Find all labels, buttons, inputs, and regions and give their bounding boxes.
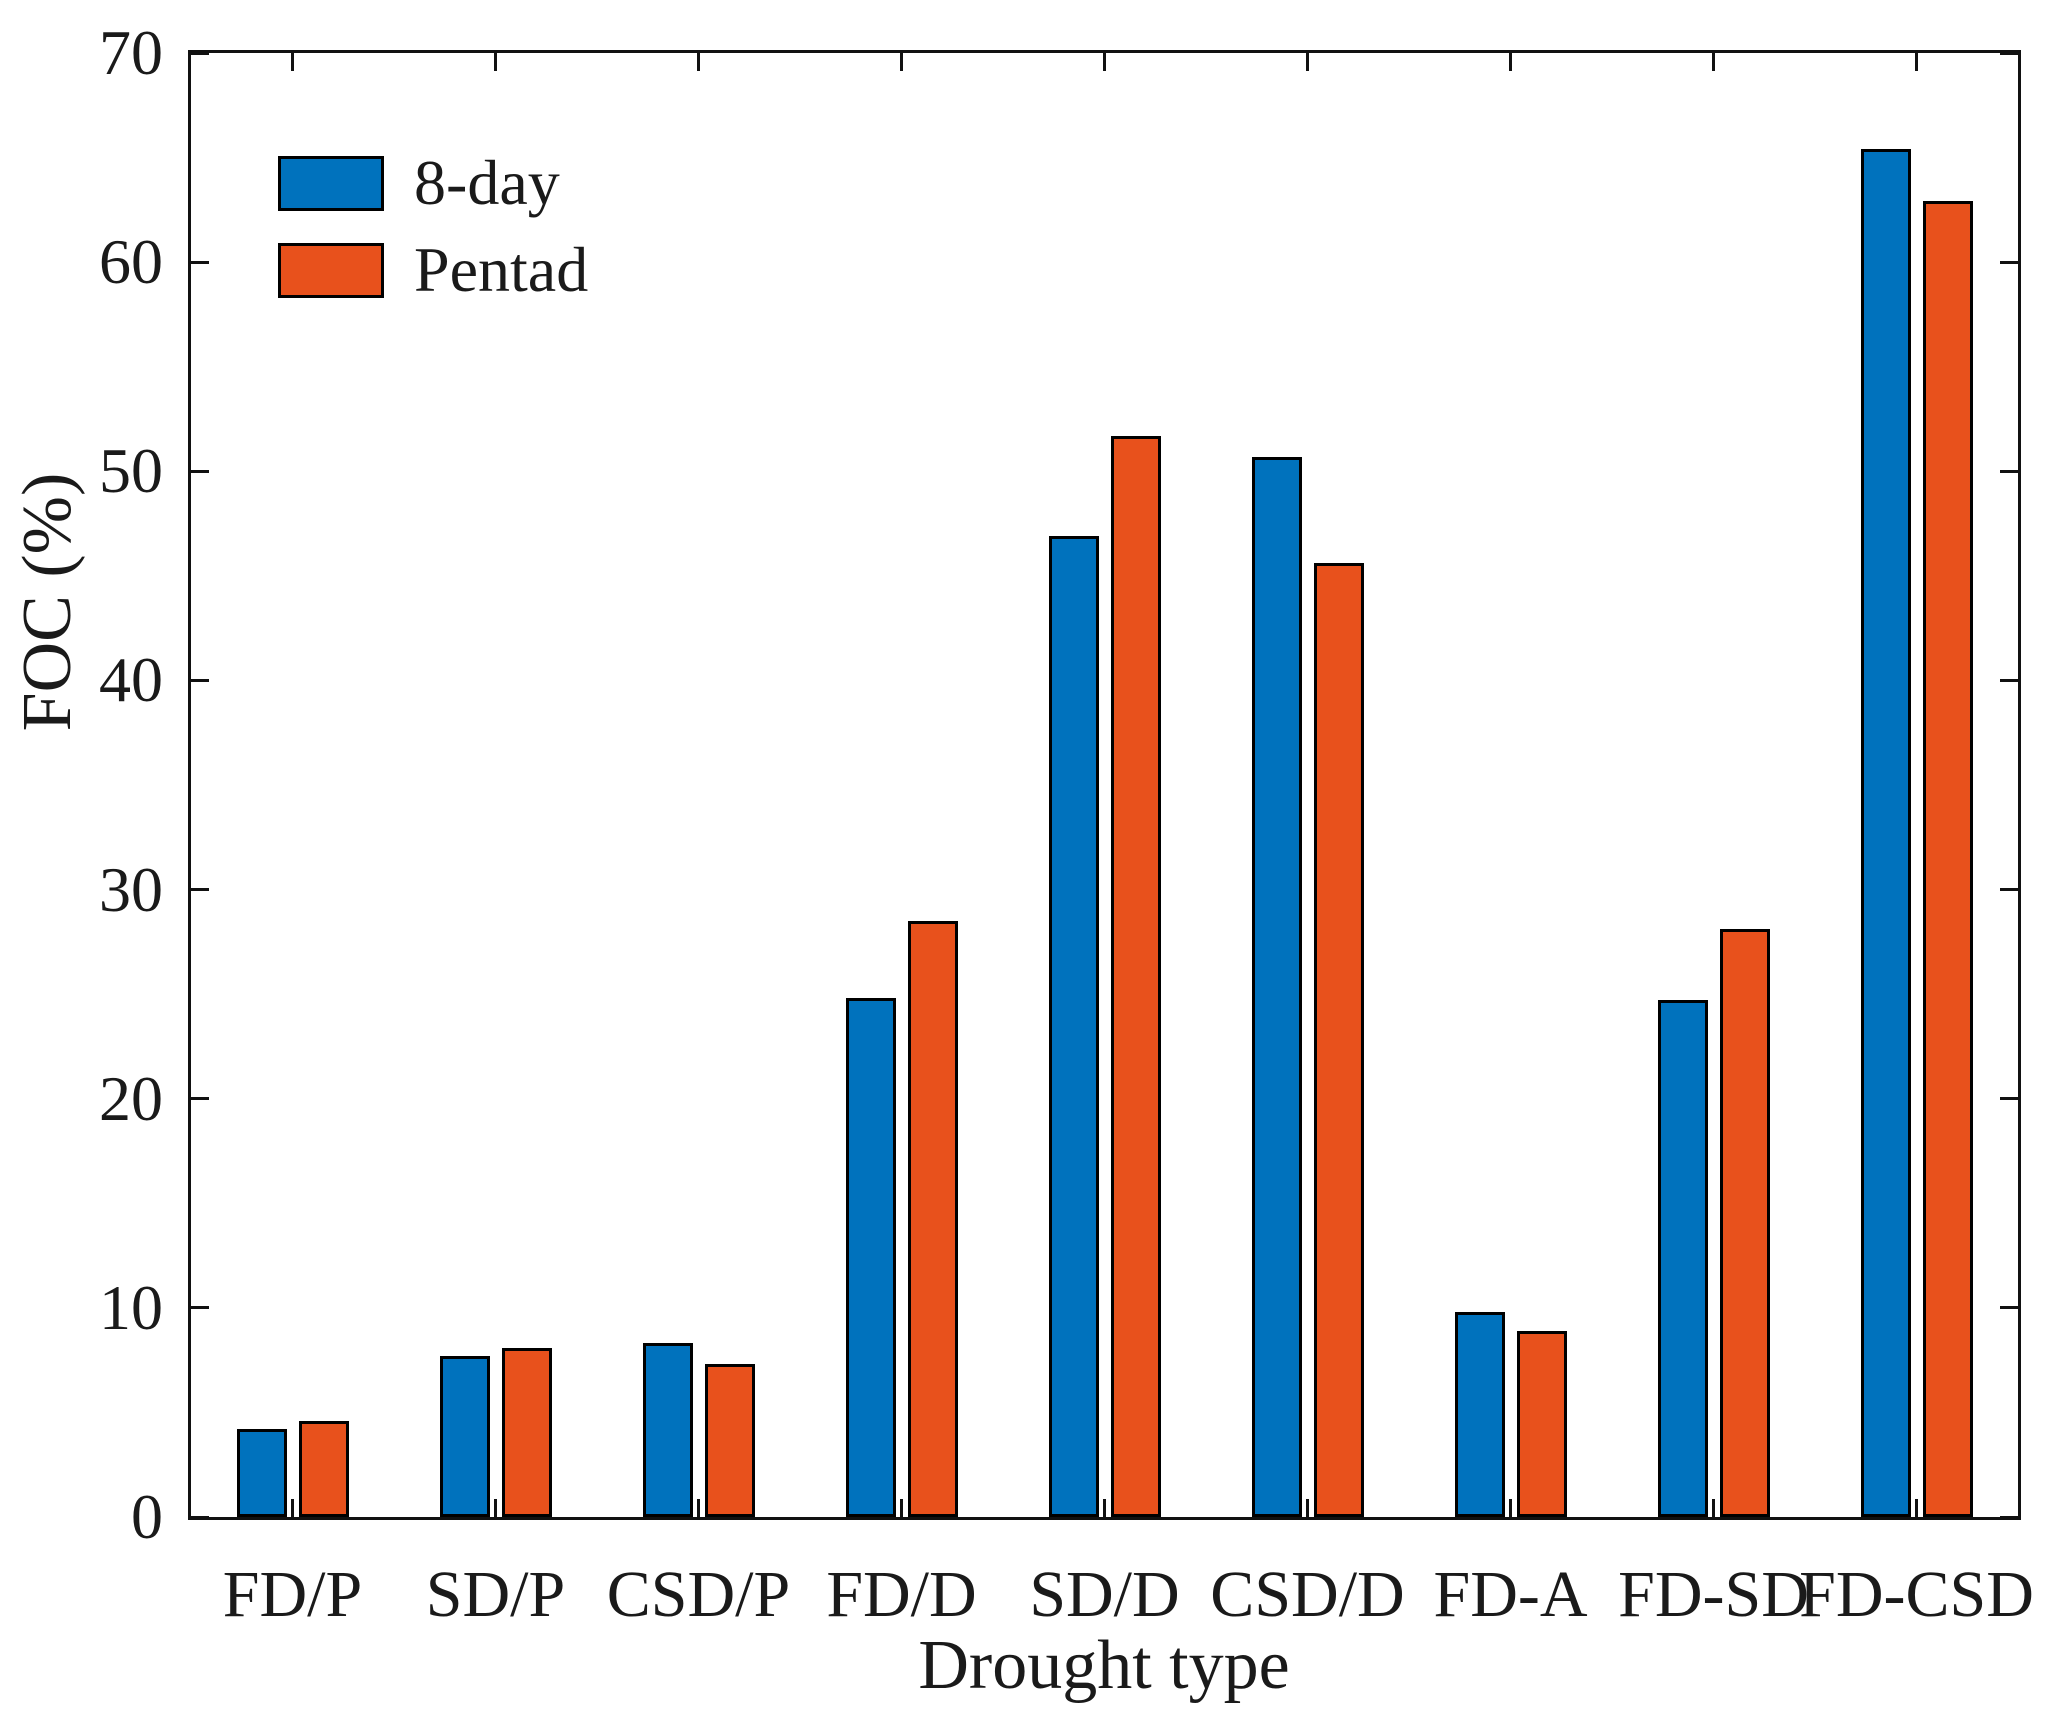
x-tick: [1103, 1499, 1106, 1517]
legend-label-pentad: Pentad: [414, 234, 589, 305]
x-tick-mirror: [697, 53, 700, 71]
x-axis-title: Drought type: [918, 1627, 1290, 1704]
bar-8-day-fd-sd: [1657, 1000, 1708, 1517]
bar-8-day-csd-d: [1251, 457, 1302, 1517]
bar-8-day-sd-p: [439, 1356, 490, 1517]
x-tick: [1306, 1499, 1309, 1517]
legend-item-8day: 8-day: [278, 148, 588, 218]
y-tick-label: 0: [131, 1481, 163, 1552]
category-label: SD/P: [425, 1558, 566, 1631]
y-tick: [191, 1306, 209, 1310]
x-tick: [900, 1499, 903, 1517]
y-tick-label: 40: [99, 644, 163, 716]
legend-label-8day: 8-day: [414, 147, 560, 218]
y-tick: [191, 1515, 209, 1519]
y-tick-mirror: [2000, 1097, 2018, 1101]
plot-area: [188, 50, 2021, 1520]
y-tick-mirror: [2000, 260, 2018, 264]
bar-pentad-fd-sd: [1719, 929, 1770, 1517]
category-label: FD/P: [222, 1558, 363, 1631]
x-tick-mirror: [494, 53, 497, 71]
x-tick-mirror: [1915, 53, 1918, 71]
category-label: SD/D: [1029, 1558, 1180, 1631]
legend-item-pentad: Pentad: [278, 235, 588, 305]
category-label: CSD/D: [1210, 1558, 1405, 1631]
bar-pentad-fd-p: [298, 1421, 349, 1517]
bar-8-day-sd-d: [1048, 536, 1099, 1517]
y-tick: [191, 260, 209, 264]
bar-8-day-fd-a: [1454, 1312, 1505, 1517]
y-tick-mirror: [2000, 678, 2018, 682]
bar-8-day-fd-p: [236, 1429, 287, 1517]
x-tick: [291, 1499, 294, 1517]
y-tick-label: 30: [99, 853, 163, 925]
y-tick-mirror: [2000, 1515, 2018, 1519]
category-label: FD/D: [826, 1558, 977, 1631]
bar-pentad-csd-p: [704, 1364, 755, 1517]
y-tick-label: 60: [99, 226, 163, 298]
y-tick: [191, 678, 209, 682]
y-tick-mirror: [2000, 51, 2018, 55]
bar-pentad-fd-d: [907, 921, 958, 1517]
category-label: FD-A: [1433, 1558, 1588, 1631]
legend: 8-day Pentad: [278, 148, 588, 322]
category-label: FD-CSD: [1799, 1558, 2034, 1631]
x-tick: [1712, 1499, 1715, 1517]
y-tick: [191, 1097, 209, 1101]
x-tick: [697, 1499, 700, 1517]
x-tick: [494, 1499, 497, 1517]
y-tick-label: 20: [99, 1062, 163, 1134]
y-tick-mirror: [2000, 888, 2018, 892]
x-tick: [1915, 1499, 1918, 1517]
y-tick: [191, 469, 209, 473]
y-tick-label: 50: [99, 435, 163, 507]
bar-pentad-csd-d: [1313, 563, 1364, 1517]
legend-swatch-pentad: [278, 242, 384, 298]
x-tick-mirror: [900, 53, 903, 71]
x-tick-mirror: [1712, 53, 1715, 71]
y-tick-mirror: [2000, 469, 2018, 473]
y-tick-label: 10: [99, 1271, 163, 1343]
y-tick: [191, 51, 209, 55]
x-tick-mirror: [291, 53, 294, 71]
y-axis-title: FOC (%): [9, 472, 86, 732]
category-label: FD-SD: [1618, 1558, 1809, 1631]
bar-8-day-csd-p: [642, 1343, 693, 1517]
y-tick-mirror: [2000, 1306, 2018, 1310]
y-tick: [191, 888, 209, 892]
bar-pentad-fd-a: [1516, 1331, 1567, 1517]
legend-swatch-8day: [278, 155, 384, 211]
bar-8-day-fd-csd: [1860, 149, 1911, 1517]
bar-pentad-fd-csd: [1922, 201, 1973, 1517]
x-tick-mirror: [1509, 53, 1512, 71]
bar-pentad-sd-d: [1110, 436, 1161, 1517]
x-tick: [1509, 1499, 1512, 1517]
bar-8-day-fd-d: [845, 998, 896, 1517]
x-tick-mirror: [1103, 53, 1106, 71]
bar-pentad-sd-p: [501, 1348, 552, 1517]
x-tick-mirror: [1306, 53, 1309, 71]
category-label: CSD/P: [606, 1558, 791, 1631]
y-tick-label: 70: [99, 17, 163, 88]
